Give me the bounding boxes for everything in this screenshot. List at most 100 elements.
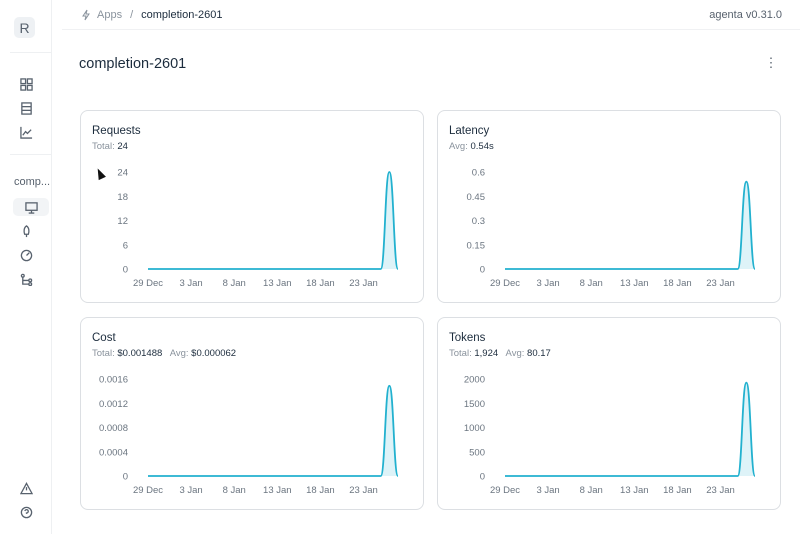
chart-stats: Total: 1,924 Avg: 80.17 [449, 348, 551, 359]
y-tick-label: 0.0012 [99, 399, 128, 410]
stat-value: $0.000062 [191, 348, 237, 359]
series-area [505, 181, 755, 269]
stat-label: Total: [92, 141, 115, 152]
y-tick-label: 6 [123, 240, 128, 251]
stat-label: Total: [92, 348, 115, 359]
series-line [504, 180, 756, 270]
monitor-icon[interactable] [13, 198, 49, 216]
y-tick-label: 0 [480, 472, 485, 483]
divider [10, 52, 52, 53]
x-tick-label: 23 Jan [349, 278, 378, 289]
y-tick-label: 24 [117, 168, 128, 179]
chart-card-cost: 0 0.0004 0.0008 0.0012 0.0016 29 Dec 3 Jan 8 Ja… [80, 317, 424, 510]
series-line [147, 171, 399, 270]
x-tick-label: 18 Jan [306, 485, 335, 496]
y-tick-label: 0.6 [472, 168, 485, 179]
y-tick-label: 1000 [464, 423, 485, 434]
y-tick-label: 12 [117, 216, 128, 227]
y-tick-label: 0.0008 [99, 423, 128, 434]
y-tick-label: 0 [480, 265, 485, 276]
y-tick-label: 0 [123, 472, 128, 483]
chart-icon[interactable] [17, 123, 35, 141]
x-tick-label: 18 Jan [306, 278, 335, 289]
x-tick-label: 18 Jan [663, 485, 692, 496]
stat-label: Avg: [169, 348, 189, 359]
x-tick-label: 13 Jan [620, 278, 649, 289]
sidebar: R comp... [0, 0, 52, 534]
page-title: completion-2601 [79, 56, 187, 72]
stat-value: 24 [117, 141, 128, 152]
x-tick-label: 3 Jan [179, 485, 202, 496]
x-tick-label: 8 Jan [580, 278, 603, 289]
chart-stats: Total: $0.001488 Avg: $0.000062 [92, 348, 236, 359]
divider [10, 154, 52, 155]
lightning-icon [82, 9, 90, 20]
stat-label: Avg: [505, 348, 525, 359]
breadcrumb-current: completion-2601 [141, 8, 223, 21]
chart-title: Tokens [449, 332, 486, 344]
y-tick-label: 0.45 [467, 192, 486, 203]
series-area [505, 382, 755, 476]
y-tick-label: 2000 [464, 375, 485, 386]
series-area [148, 172, 398, 269]
app-label: comp... [14, 176, 51, 188]
chart-card-latency: 0 0.15 0.3 0.45 0.6 29 Dec 3 Jan 8 Jan 13 Jan 18 … [437, 110, 781, 303]
chart-title: Latency [449, 125, 490, 137]
x-tick-label: 3 Jan [536, 485, 559, 496]
git-branch-icon[interactable] [17, 270, 35, 288]
y-tick-label: 18 [117, 192, 128, 203]
x-tick-label: 3 Jan [536, 278, 559, 289]
x-tick-label: 29 Dec [490, 278, 520, 289]
chart-title: Cost [92, 332, 116, 344]
x-tick-label: 23 Jan [706, 278, 735, 289]
chart-stats: Avg: 0.54s [449, 141, 494, 152]
database-icon[interactable] [17, 99, 35, 117]
y-tick-label: 500 [469, 447, 485, 458]
x-tick-label: 13 Jan [263, 278, 292, 289]
x-tick-label: 29 Dec [133, 485, 163, 496]
top-bar: Apps / completion-2601 agenta v0.31.0 [62, 0, 800, 30]
workspace-avatar[interactable]: R [14, 17, 35, 38]
breadcrumb-apps[interactable]: Apps [97, 8, 123, 21]
x-tick-label: 8 Jan [223, 485, 246, 496]
chart-plot: 0 0.15 0.3 0.45 0.6 29 Dec 3 Jan 8 Jan 13 Jan 18 … [467, 168, 756, 289]
stat-value: 0.54s [470, 141, 494, 152]
y-tick-label: 0.0004 [99, 447, 128, 458]
x-tick-label: 3 Jan [179, 278, 202, 289]
x-tick-label: 29 Dec [133, 278, 163, 289]
y-tick-label: 0.3 [472, 216, 485, 227]
help-icon[interactable] [17, 503, 35, 521]
stat-value: 80.17 [527, 348, 551, 359]
series-area [148, 385, 398, 476]
chart-plot: 0 500 1000 1500 2000 29 Dec 3 Jan 8 Jan 13 Jan 18… [464, 375, 756, 496]
stat-label: Avg: [449, 141, 468, 152]
chart-title: Requests [92, 125, 141, 137]
grid-icon[interactable] [17, 75, 35, 93]
chart-card-requests: 0 6 12 18 24 29 Dec 3 Jan 8 Jan 13 Jan 18 Jan 23 J… [80, 110, 424, 303]
x-tick-label: 13 Jan [263, 485, 292, 496]
x-tick-label: 23 Jan [349, 485, 378, 496]
alert-icon[interactable] [17, 479, 35, 497]
gauge-icon[interactable] [17, 246, 35, 264]
x-tick-label: 18 Jan [663, 278, 692, 289]
x-tick-label: 8 Jan [223, 278, 246, 289]
x-tick-label: 13 Jan [620, 485, 649, 496]
y-tick-label: 0.15 [467, 240, 486, 251]
x-tick-label: 29 Dec [490, 485, 520, 496]
stat-label: Total: [449, 348, 472, 359]
more-options-button[interactable]: ⋮ [764, 55, 778, 70]
rocket-icon[interactable] [17, 222, 35, 240]
chart-stats: Total: 24 [92, 141, 128, 152]
y-tick-label: 0 [123, 265, 128, 276]
series-line [147, 384, 399, 477]
chart-plot: 0 6 12 18 24 29 Dec 3 Jan 8 Jan 13 Jan 18 Jan 23 J… [117, 168, 399, 289]
chart-plot: 0 0.0004 0.0008 0.0012 0.0016 29 Dec 3 Jan 8 Ja… [99, 375, 399, 496]
series-line [504, 381, 756, 477]
x-tick-label: 23 Jan [706, 485, 735, 496]
y-tick-label: 0.0016 [99, 375, 128, 386]
stat-value: 1,924 [474, 348, 499, 359]
chart-card-tokens: 0 500 1000 1500 2000 29 Dec 3 Jan 8 Jan 13 Jan 18… [437, 317, 781, 510]
version-label: agenta v0.31.0 [709, 8, 782, 21]
breadcrumb-separator: / [130, 8, 134, 21]
x-tick-label: 8 Jan [580, 485, 603, 496]
